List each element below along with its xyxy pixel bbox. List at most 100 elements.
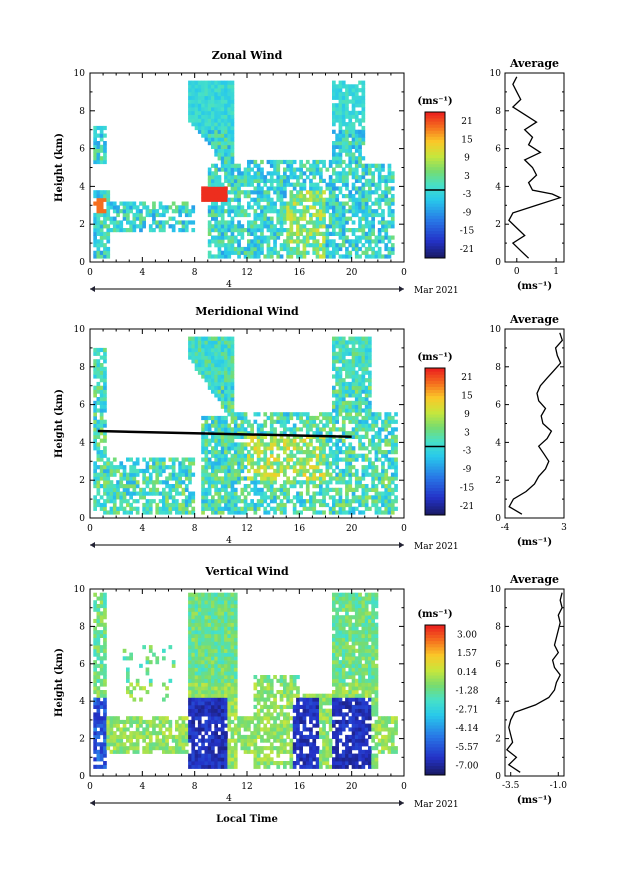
heatmap-cell bbox=[299, 427, 303, 432]
colorbar-segment bbox=[425, 511, 445, 516]
heatmap-cell bbox=[217, 250, 222, 255]
heatmap-cell bbox=[139, 220, 143, 225]
heatmap-cell bbox=[266, 446, 271, 451]
heatmap-cell bbox=[204, 336, 209, 341]
heatmap-cell bbox=[237, 175, 241, 180]
heatmap-cell bbox=[302, 423, 307, 428]
heatmap-cell bbox=[211, 137, 215, 142]
heatmap-cell bbox=[184, 495, 189, 500]
heatmap-cell bbox=[354, 355, 359, 360]
heatmap-cell bbox=[292, 197, 297, 202]
heatmap-cell bbox=[227, 506, 232, 511]
heatmap-cell bbox=[387, 239, 392, 244]
colorbar-segment bbox=[425, 203, 445, 207]
heatmap-cell bbox=[201, 110, 205, 115]
heatmap-cell bbox=[214, 484, 218, 489]
heatmap-cell bbox=[299, 201, 303, 206]
heatmap-cell bbox=[126, 499, 130, 504]
heatmap-cell bbox=[256, 450, 261, 455]
heatmap-cell bbox=[335, 340, 339, 345]
heatmap-cell bbox=[387, 442, 392, 447]
heatmap-cell bbox=[230, 129, 235, 134]
heatmap-cell bbox=[220, 137, 225, 142]
heatmap-cell bbox=[93, 446, 97, 451]
heatmap-cell bbox=[233, 412, 238, 417]
heatmap-cell bbox=[168, 457, 173, 462]
heatmap-cell bbox=[155, 468, 160, 474]
heatmap-cell bbox=[207, 499, 212, 504]
heatmap-cell bbox=[312, 510, 317, 515]
heatmap-cell bbox=[279, 484, 284, 489]
heatmap-cell bbox=[132, 205, 137, 210]
arrow-left-icon bbox=[90, 542, 95, 548]
heatmap-cell bbox=[354, 340, 359, 345]
heatmap-cell bbox=[119, 738, 124, 743]
heatmap-cell bbox=[247, 476, 251, 481]
heatmap-cell bbox=[135, 723, 140, 728]
heatmap-cell bbox=[351, 84, 356, 89]
heatmap-cell bbox=[96, 476, 101, 481]
heatmap-cell bbox=[289, 167, 294, 172]
heatmap-cell bbox=[204, 753, 209, 758]
heatmap-cell bbox=[348, 118, 353, 123]
heatmap-cell bbox=[260, 438, 264, 443]
heatmap-cell bbox=[217, 727, 222, 732]
heatmap-cell bbox=[214, 389, 218, 394]
heatmap-cell bbox=[253, 412, 258, 417]
heatmap-cell bbox=[96, 716, 101, 721]
heatmap-cell bbox=[188, 80, 192, 85]
heatmap-cell bbox=[269, 228, 274, 233]
heatmap-cell bbox=[381, 423, 385, 428]
heatmap-cell bbox=[116, 719, 120, 724]
heatmap-cell bbox=[266, 186, 271, 191]
heatmap-cell bbox=[233, 472, 238, 477]
heatmap-cell bbox=[227, 103, 232, 108]
heatmap-cell bbox=[341, 415, 346, 421]
heatmap-cell bbox=[227, 152, 232, 157]
heatmap-cell bbox=[194, 757, 199, 762]
colorbar-segment bbox=[425, 371, 445, 375]
heatmap-cell bbox=[93, 675, 97, 680]
heatmap-cell bbox=[191, 84, 196, 89]
heatmap-cell bbox=[292, 484, 297, 489]
heatmap-cell bbox=[302, 163, 307, 168]
heatmap-cell bbox=[165, 209, 169, 214]
heatmap-cell bbox=[358, 95, 362, 100]
heatmap-cell bbox=[227, 220, 232, 225]
heatmap-cell bbox=[224, 235, 228, 240]
heatmap-cell bbox=[184, 224, 189, 229]
heatmap-cell bbox=[230, 110, 235, 115]
heatmap-cell bbox=[201, 611, 205, 616]
heatmap-cell bbox=[191, 742, 196, 747]
heatmap-cell bbox=[276, 412, 281, 417]
heatmap-cell bbox=[289, 212, 294, 218]
heatmap-cell bbox=[332, 243, 336, 248]
heatmap-cell bbox=[354, 412, 359, 417]
heatmap-cell bbox=[341, 340, 346, 345]
heatmap-cell bbox=[240, 487, 245, 492]
heatmap-cell bbox=[338, 231, 343, 236]
colorbar-segment bbox=[425, 481, 445, 485]
heatmap-cell bbox=[384, 415, 389, 421]
heatmap-cell bbox=[184, 506, 189, 511]
heatmap-cell bbox=[348, 84, 353, 89]
heatmap-cell bbox=[263, 412, 268, 417]
heatmap-cell bbox=[332, 419, 336, 424]
heatmap-cell bbox=[207, 611, 212, 616]
heatmap-cell bbox=[276, 472, 281, 477]
heatmap-cell bbox=[201, 600, 205, 605]
heatmap-cell bbox=[302, 457, 307, 462]
heatmap-cell bbox=[341, 239, 346, 244]
heatmap-cell bbox=[394, 461, 398, 466]
colorbar-segment bbox=[425, 493, 445, 498]
heatmap-cell bbox=[253, 171, 258, 176]
heatmap-cell bbox=[292, 171, 297, 176]
colorbar-segment bbox=[425, 380, 445, 384]
heatmap-cell bbox=[237, 476, 241, 481]
heatmap-cell bbox=[335, 141, 339, 146]
heatmap-cell bbox=[188, 84, 192, 89]
heatmap-cell bbox=[109, 484, 114, 489]
heatmap-cell bbox=[197, 340, 202, 345]
heatmap-cell bbox=[171, 660, 176, 665]
heatmap-cell bbox=[289, 239, 294, 244]
